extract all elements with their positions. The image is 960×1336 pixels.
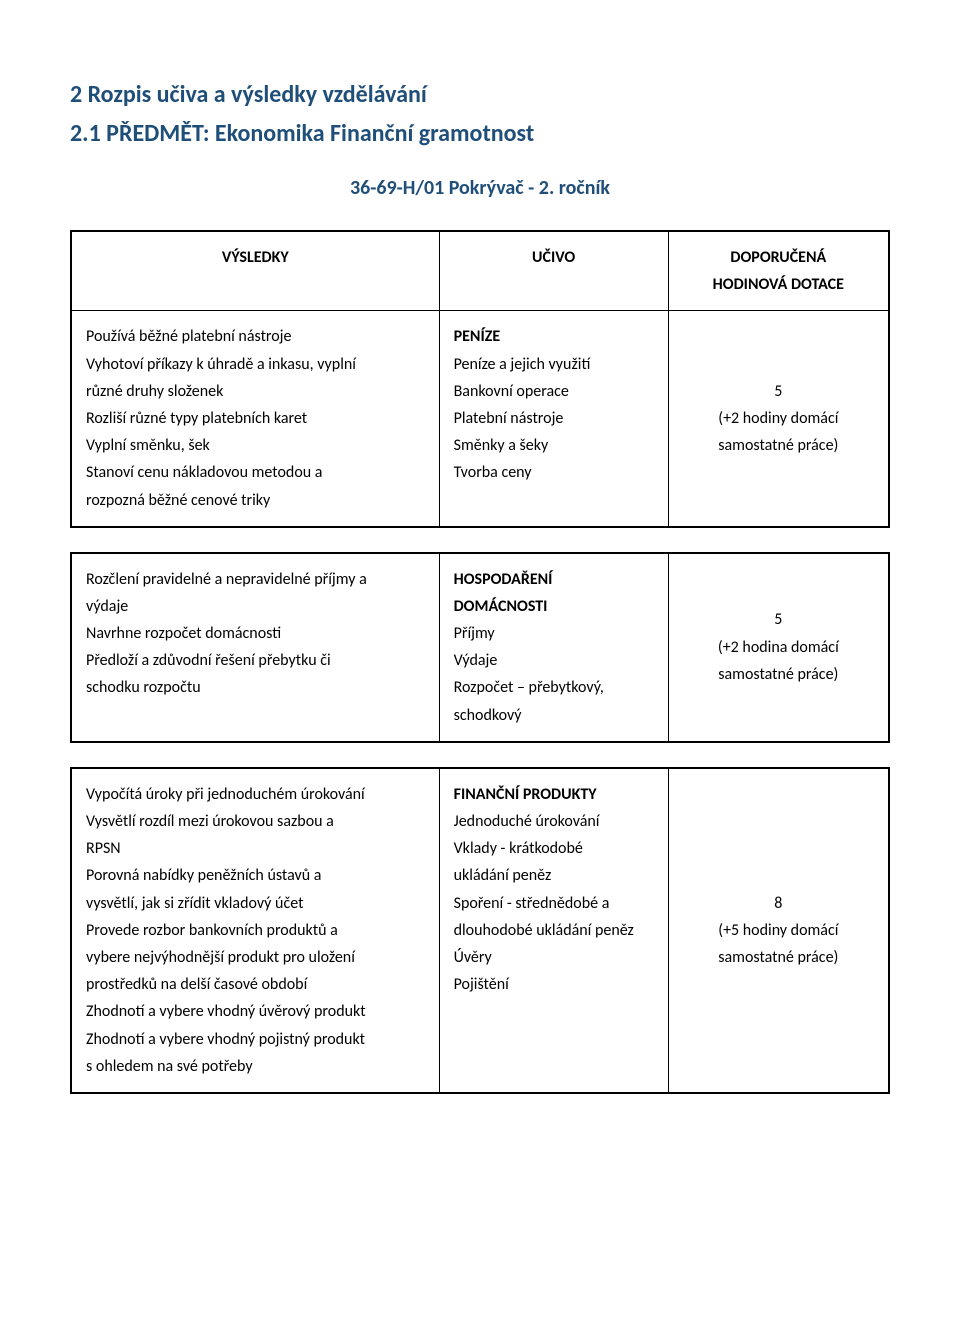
t2-mid-title1: HOSPODAŘENÍ	[454, 566, 654, 593]
course-subtitle: 36-69-H/01 Pokrývač - 2. ročník	[350, 176, 610, 200]
t2-right-l1: (+2 hodina domácí	[718, 634, 839, 661]
t3-mid-6: Pojištění	[454, 971, 654, 998]
t1-right-n: 5	[774, 378, 782, 405]
t2-right-l2: samostatné práce)	[718, 661, 838, 688]
t3-mid-3: Spoření - střednědobé a	[454, 890, 654, 917]
heading-2: 2 Rozpis učiva a výsledky vzdělávání	[70, 80, 890, 109]
th-dotace-1: DOPORUČENÁ	[730, 248, 826, 267]
th-dotace-2: HODINOVÁ DOTACE	[713, 275, 844, 294]
t1-left-4: Vyplní směnku, šek	[86, 432, 425, 459]
t2-left-1: výdaje	[86, 593, 425, 620]
syllabus-table-3: Vypočítá úroky při jednoduchém úrokování…	[70, 767, 890, 1094]
t3-mid: FINANČNÍ PRODUKTY Jednoduché úrokování V…	[439, 768, 668, 1093]
t1-right: 5 (+2 hodiny domácí samostatné práce)	[668, 311, 889, 527]
th-ucivo: UČIVO	[439, 231, 668, 311]
t3-mid-1: Vklady - krátkodobé	[454, 835, 654, 862]
t2-left: Rozčlení pravidelné a nepravidelné příjm…	[71, 553, 439, 742]
t1-left-5: Stanoví cenu nákladovou metodou a	[86, 459, 425, 486]
t2-left-2: Navrhne rozpočet domácnosti	[86, 620, 425, 647]
subtitle-wrap: 36-69-H/01 Pokrývač - 2. ročník	[70, 176, 890, 200]
t3-mid-2: ukládání peněz	[454, 862, 654, 889]
t1-mid-3: Směnky a šeky	[454, 432, 654, 459]
t2-right: 5 (+2 hodina domácí samostatné práce)	[668, 553, 889, 742]
t2-mid-title2: DOMÁCNOSTI	[454, 593, 654, 620]
t1-left-3: Rozliší různé typy platebních karet	[86, 405, 425, 432]
t3-mid-5: Úvěry	[454, 944, 654, 971]
t3-right-l1: (+5 hodiny domácí	[718, 917, 838, 944]
t1-mid: PENÍZE Peníze a jejich využití Bankovní …	[439, 311, 668, 527]
t3-left-3: Porovná nabídky peněžních ústavů a	[86, 862, 425, 889]
t1-right-l2: samostatné práce)	[718, 432, 838, 459]
th-dotace: DOPORUČENÁ HODINOVÁ DOTACE	[668, 231, 889, 311]
syllabus-table-2: Rozčlení pravidelné a nepravidelné příjm…	[70, 552, 890, 743]
t3-left-1: Vysvětlí rozdíl mezi úrokovou sazbou a	[86, 808, 425, 835]
t3-right: 8 (+5 hodiny domácí samostatné práce)	[668, 768, 889, 1093]
t3-mid-0: Jednoduché úrokování	[454, 808, 654, 835]
t3-left-4: vysvětlí, jak si zřídit vkladový účet	[86, 890, 425, 917]
t3-left-2: RPSN	[86, 835, 425, 862]
t2-mid-0: Příjmy	[454, 620, 654, 647]
t3-mid-title: FINANČNÍ PRODUKTY	[454, 781, 654, 808]
th-vysledky: VÝSLEDKY	[71, 231, 439, 311]
heading-3: 2.1 PŘEDMĚT: Ekonomika Finanční gramotno…	[70, 119, 890, 148]
t2-left-4: schodku rozpočtu	[86, 674, 425, 701]
t1-left-1: Vyhotoví příkazy k úhradě a inkasu, vypl…	[86, 351, 425, 378]
syllabus-table-1: VÝSLEDKY UČIVO DOPORUČENÁ HODINOVÁ DOTAC…	[70, 230, 890, 528]
t1-mid-1: Bankovní operace	[454, 378, 654, 405]
t2-mid-3: schodkový	[454, 702, 654, 729]
t1-left: Používá běžné platební nástroje Vyhotoví…	[71, 311, 439, 527]
t1-left-2: různé druhy složenek	[86, 378, 425, 405]
t2-mid-2: Rozpočet – přebytkový,	[454, 674, 654, 701]
t3-left-7: prostředků na delší časové období	[86, 971, 425, 998]
t3-left-9: Zhodnotí a vybere vhodný pojistný produk…	[86, 1026, 425, 1053]
t3-left-5: Provede rozbor bankovních produktů a	[86, 917, 425, 944]
t3-mid-4: dlouhodobé ukládání peněz	[454, 917, 654, 944]
t1-left-6: rozpozná běžné cenové triky	[86, 487, 425, 514]
t2-mid: HOSPODAŘENÍ DOMÁCNOSTI Příjmy Výdaje Roz…	[439, 553, 668, 742]
t2-mid-1: Výdaje	[454, 647, 654, 674]
t1-mid-title: PENÍZE	[454, 323, 654, 350]
t3-right-l2: samostatné práce)	[718, 944, 838, 971]
t2-left-0: Rozčlení pravidelné a nepravidelné příjm…	[86, 566, 425, 593]
t3-left: Vypočítá úroky při jednoduchém úrokování…	[71, 768, 439, 1093]
t3-left-6: vybere nejvýhodnější produkt pro uložení	[86, 944, 425, 971]
t1-right-l1: (+2 hodiny domácí	[718, 405, 838, 432]
t1-mid-0: Peníze a jejich využití	[454, 351, 654, 378]
t3-right-n: 8	[774, 890, 782, 917]
t2-right-n: 5	[774, 606, 782, 633]
t3-left-0: Vypočítá úroky při jednoduchém úrokování	[86, 781, 425, 808]
t3-left-8: Zhodnotí a vybere vhodný úvěrový produkt	[86, 998, 425, 1025]
t2-left-3: Předloží a zdůvodní řešení přebytku či	[86, 647, 425, 674]
t1-left-0: Používá běžné platební nástroje	[86, 323, 425, 350]
t3-left-10: s ohledem na své potřeby	[86, 1053, 425, 1080]
t1-mid-2: Platební nástroje	[454, 405, 654, 432]
t1-mid-4: Tvorba ceny	[454, 459, 654, 486]
